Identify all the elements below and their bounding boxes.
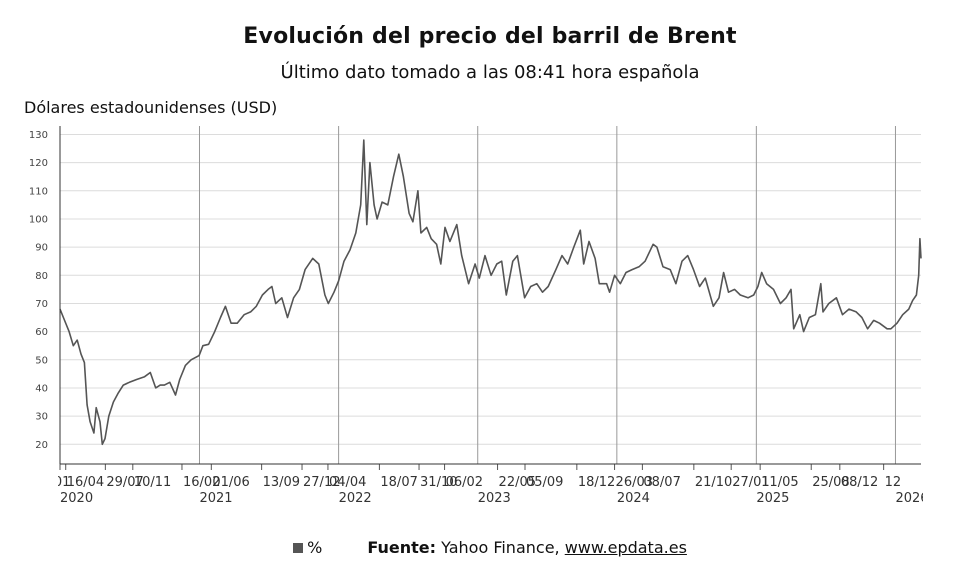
source-text: Yahoo Finance, (441, 538, 560, 557)
y-tick-label: 110 (29, 186, 48, 197)
chart-title: Evolución del precio del barril de Brent (243, 24, 737, 49)
plot-background (60, 126, 921, 464)
year-label: 2020 (60, 491, 93, 506)
x-tick-label: 22/05 (499, 475, 536, 490)
year-label: 2024 (617, 491, 650, 506)
x-tick-label: 25/08 (812, 475, 849, 490)
x-tick-label: 06/02 (446, 475, 483, 490)
x-tick-label: 18/12 (578, 475, 615, 490)
year-label: 2023 (478, 491, 511, 506)
x-tick-label: 08/12 (841, 475, 878, 490)
chart-subtitle: Último dato tomado a las 08:41 hora espa… (280, 62, 700, 83)
x-tick-label: 29/07 (106, 475, 143, 490)
plot-area (60, 126, 921, 464)
x-tick-label: 27/01 (732, 475, 769, 490)
y-tick-label: 60 (35, 327, 48, 338)
x-tick-label: 12 (885, 475, 902, 490)
y-tick-label: 70 (35, 299, 48, 310)
y-tick-label: 40 (35, 383, 48, 394)
series-layer (59, 139, 922, 446)
x-tick-label: 08/07 (643, 475, 680, 490)
x-tick-label: 01/06 (212, 475, 249, 490)
x-tick-label: 18/07 (380, 475, 417, 490)
year-label: 2021 (199, 491, 232, 506)
x-tick-label: 16/02 (183, 475, 220, 490)
x-tick-label: 11/05 (761, 475, 798, 490)
y-tick-label: 30 (35, 412, 48, 423)
year-label: 2022 (339, 491, 372, 506)
horizontal-gridlines (60, 133, 921, 445)
y-tick-label: 120 (29, 158, 48, 169)
x-tick-label: 05/09 (526, 475, 563, 490)
legend-label: % (307, 538, 323, 557)
x-tick-label: 04/04 (329, 475, 366, 490)
y-axis-label: Dólares estadounidenses (USD) (24, 98, 278, 117)
x-tick-label: 26/03 (616, 475, 653, 490)
year-label: 2025 (756, 491, 789, 506)
y-tick-label: 100 (29, 214, 48, 225)
x-tick-label: /01 (50, 475, 71, 490)
year-label: 2026 (895, 491, 928, 506)
x-tick-label: 13/09 (263, 475, 300, 490)
x-tick-label: 27/12 (303, 475, 340, 490)
chart-footer: % Fuente: Yahoo Finance, www.epdata.es (0, 538, 980, 557)
series-line (59, 139, 922, 446)
y-tick-label: 20 (35, 440, 48, 451)
legend-swatch (293, 543, 304, 553)
x-tick-label: 16/04 (67, 475, 104, 490)
source-label: Fuente: (367, 538, 437, 557)
y-tick-label: 90 (35, 243, 48, 254)
y-axis-ticks: 20 30 40 50 60 70 80 90 100 110 120 130 (29, 130, 48, 451)
x-tick-label: 31/10 (420, 475, 457, 490)
axes (59, 126, 921, 465)
y-tick-label: 50 (35, 355, 48, 366)
y-tick-label: 80 (35, 271, 48, 282)
source-link[interactable]: www.epdata.es (564, 538, 687, 557)
x-tick-label: 10/11 (134, 475, 171, 490)
y-tick-label: 130 (29, 130, 48, 141)
year-divider-lines (198, 126, 896, 464)
x-tick-label: 21/10 (695, 475, 732, 490)
